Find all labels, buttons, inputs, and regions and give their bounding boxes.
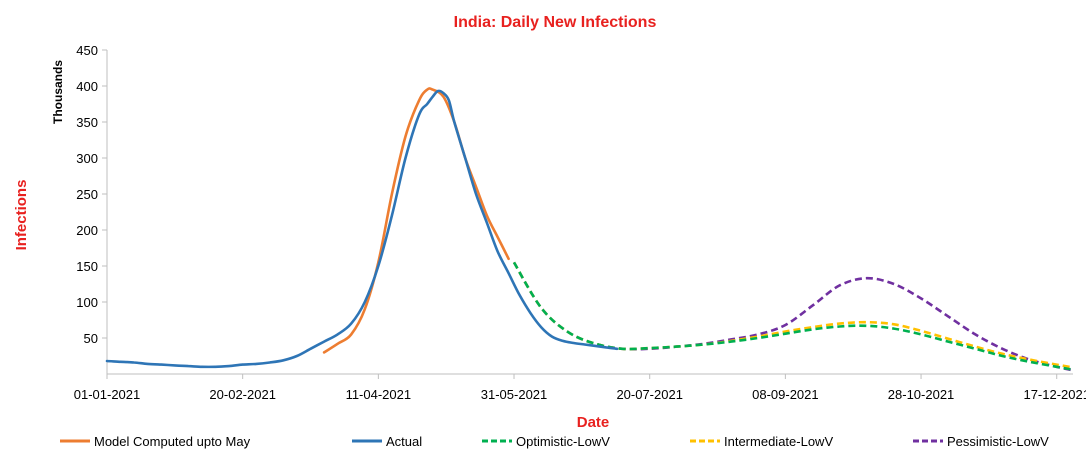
x-axis-title: Date <box>577 414 610 431</box>
x-tick-label: 31-05-2021 <box>481 387 548 402</box>
x-tick-label: 01-01-2021 <box>74 387 141 402</box>
y-tick-label: 450 <box>76 43 98 58</box>
legend-item-actual: Actual <box>352 434 422 449</box>
x-tick-label: 28-10-2021 <box>888 387 955 402</box>
y-tick-label: 200 <box>76 223 98 238</box>
legend-item-optimistic-lowv: Optimistic-LowV <box>482 434 610 449</box>
legend-label: Model Computed upto May <box>94 434 251 449</box>
plot-area: 50 100 150 200 250 300 350 400 450 01-01-2021 20-0… <box>74 43 1086 402</box>
legend-label: Intermediate-LowV <box>724 434 833 449</box>
legend-label: Actual <box>386 434 422 449</box>
y-tick-label: 250 <box>76 187 98 202</box>
series-line-actual <box>105 89 619 369</box>
x-tick-label: 08-09-2021 <box>752 387 819 402</box>
legend-item-model-computed-upto-may: Model Computed upto May <box>60 434 251 449</box>
legend-item-intermediate-lowv: Intermediate-LowV <box>690 434 833 449</box>
legend-label: Pessimistic-LowV <box>947 434 1049 449</box>
series-line-pessimistic-lowv <box>512 261 1074 372</box>
y-tick-label: 50 <box>84 331 98 346</box>
x-tick-label: 20-07-2021 <box>616 387 683 402</box>
x-tick-label: 20-02-2021 <box>209 387 276 402</box>
y-tick-label: 150 <box>76 259 98 274</box>
legend-item-pessimistic-lowv: Pessimistic-LowV <box>913 434 1049 449</box>
x-tick-label: 17-12-2021 <box>1023 387 1086 402</box>
y-tick-label: 300 <box>76 151 98 166</box>
series-line-model-computed-upto-may <box>322 87 510 354</box>
y-tick-label: 350 <box>76 115 98 130</box>
series-line-optimistic-lowv <box>512 261 1074 371</box>
x-tick-label: 11-04-2021 <box>346 387 412 402</box>
y-axis-unit-label: Thousands <box>51 60 65 124</box>
y-axis-title: Infections <box>13 180 30 251</box>
chart-title: India: Daily New Infections <box>454 14 657 31</box>
y-tick-label: 400 <box>76 79 98 94</box>
legend: Model Computed upto May Actual Optimistic-… <box>60 434 1049 449</box>
legend-label: Optimistic-LowV <box>516 434 610 449</box>
y-tick-label: 100 <box>76 295 98 310</box>
